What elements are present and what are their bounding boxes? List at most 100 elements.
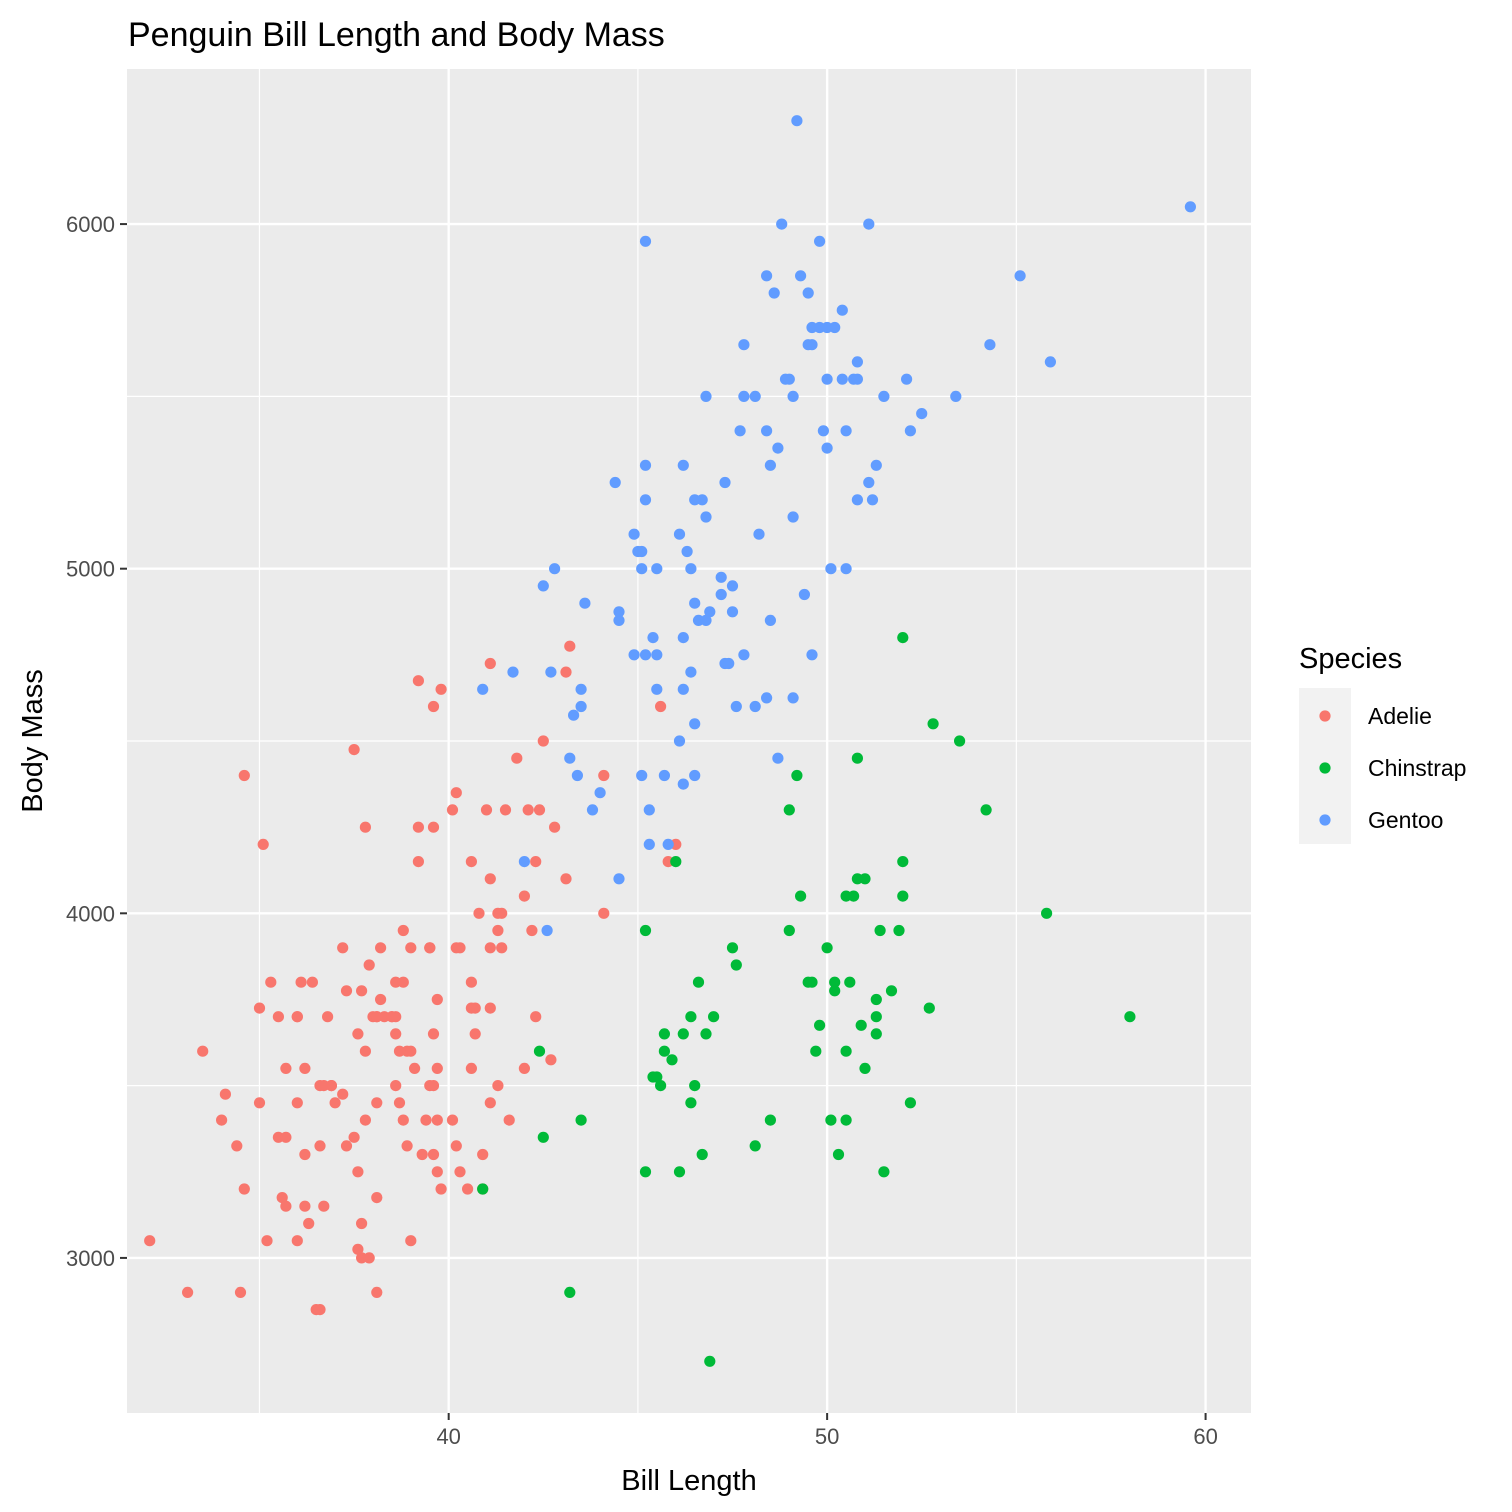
data-point-chinstrap	[829, 985, 841, 997]
data-point-adelie	[503, 1114, 515, 1126]
data-point-gentoo	[916, 408, 928, 420]
data-point-adelie	[197, 1045, 209, 1057]
data-point-adelie	[454, 1166, 466, 1178]
data-point-gentoo	[651, 683, 663, 695]
data-point-adelie	[465, 856, 477, 868]
data-point-gentoo	[753, 528, 765, 540]
data-point-adelie	[261, 1235, 273, 1247]
data-point-adelie	[427, 1028, 440, 1040]
data-point-adelie	[253, 1002, 266, 1014]
y-tick-label: 5000	[66, 557, 115, 582]
data-point-gentoo	[689, 769, 701, 782]
data-point-adelie	[484, 1002, 496, 1014]
data-point-gentoo	[677, 683, 689, 695]
data-point-adelie	[530, 1011, 542, 1023]
data-point-gentoo	[673, 735, 686, 747]
data-point-adelie	[564, 640, 576, 652]
data-point-gentoo	[795, 270, 807, 282]
data-point-adelie	[424, 942, 436, 954]
data-point-adelie	[397, 1114, 409, 1126]
data-point-adelie	[280, 1131, 292, 1143]
data-point-gentoo	[715, 571, 727, 583]
data-point-gentoo	[772, 752, 784, 764]
data-point-gentoo	[719, 476, 731, 489]
data-point-adelie	[337, 1088, 349, 1100]
data-point-gentoo	[723, 657, 735, 670]
data-point-chinstrap	[708, 1011, 720, 1023]
data-point-gentoo	[609, 476, 621, 489]
data-point-gentoo	[761, 425, 773, 437]
data-point-gentoo	[639, 459, 652, 471]
data-points	[144, 115, 1196, 1367]
data-point-adelie	[409, 1062, 421, 1074]
data-point-adelie	[363, 959, 375, 971]
data-point-adelie	[329, 1097, 341, 1109]
data-point-adelie	[465, 1002, 477, 1014]
data-point-gentoo	[704, 606, 716, 618]
data-point-gentoo	[738, 649, 750, 661]
data-point-gentoo	[636, 545, 648, 558]
data-point-adelie	[238, 1183, 250, 1195]
data-point-adelie	[598, 769, 610, 782]
data-point-adelie	[537, 735, 549, 747]
data-point-chinstrap	[897, 856, 909, 868]
data-point-gentoo	[738, 390, 750, 402]
data-point-chinstrap	[533, 1045, 546, 1057]
data-point-chinstrap	[658, 1045, 671, 1057]
data-point-gentoo	[814, 235, 826, 247]
data-point-gentoo	[863, 218, 875, 230]
data-point-gentoo	[836, 304, 848, 316]
data-point-adelie	[427, 1148, 440, 1161]
y-tick-label: 3000	[66, 1246, 115, 1271]
data-point-adelie	[280, 1200, 292, 1212]
data-point-adelie	[371, 1097, 383, 1109]
data-point-gentoo	[870, 459, 882, 471]
data-point-adelie	[427, 1080, 440, 1092]
data-point-adelie	[340, 1140, 353, 1152]
data-point-adelie	[420, 1114, 432, 1126]
data-point-gentoo	[636, 769, 648, 782]
data-point-gentoo	[836, 373, 848, 385]
data-point-adelie	[322, 1011, 334, 1023]
data-point-adelie	[318, 1080, 330, 1092]
data-point-chinstrap	[893, 924, 905, 937]
data-point-gentoo	[776, 218, 788, 230]
data-point-adelie	[359, 821, 371, 833]
legend-title: Species	[1299, 643, 1402, 675]
y-axis-title: Body Mass	[17, 669, 49, 812]
data-point-chinstrap	[840, 1045, 852, 1057]
data-point-chinstrap	[855, 1019, 867, 1031]
data-point-adelie	[496, 942, 508, 954]
data-point-gentoo	[700, 390, 712, 402]
data-point-chinstrap	[954, 735, 966, 747]
data-point-chinstrap	[878, 1166, 890, 1178]
data-point-gentoo	[764, 459, 777, 471]
data-point-gentoo	[840, 563, 852, 575]
data-point-chinstrap	[897, 890, 909, 902]
data-point-adelie	[352, 1166, 364, 1178]
data-point-gentoo	[677, 632, 689, 644]
data-point-adelie	[234, 1286, 247, 1298]
data-point-gentoo	[586, 804, 599, 816]
data-point-gentoo	[594, 787, 606, 799]
data-point-gentoo	[901, 373, 913, 385]
data-point-chinstrap	[840, 1114, 852, 1126]
data-point-gentoo	[851, 356, 864, 368]
data-point-adelie	[393, 1045, 406, 1057]
data-point-adelie	[299, 1062, 311, 1074]
data-point-adelie	[518, 1062, 531, 1074]
legend-key-adelie	[1319, 710, 1331, 722]
legend: Species Adelie Chinstrap Gentoo	[1299, 643, 1466, 844]
data-point-adelie	[492, 924, 504, 937]
data-point-gentoo	[791, 115, 803, 127]
data-point-adelie	[303, 1217, 315, 1230]
data-point-adelie	[492, 1080, 504, 1092]
data-point-gentoo	[715, 588, 727, 601]
data-point-adelie	[280, 1062, 292, 1074]
data-point-chinstrap	[874, 924, 886, 937]
data-point-gentoo	[806, 649, 818, 661]
y-tick-label: 6000	[66, 212, 115, 237]
data-point-chinstrap	[670, 856, 682, 868]
data-point-adelie	[431, 993, 443, 1006]
